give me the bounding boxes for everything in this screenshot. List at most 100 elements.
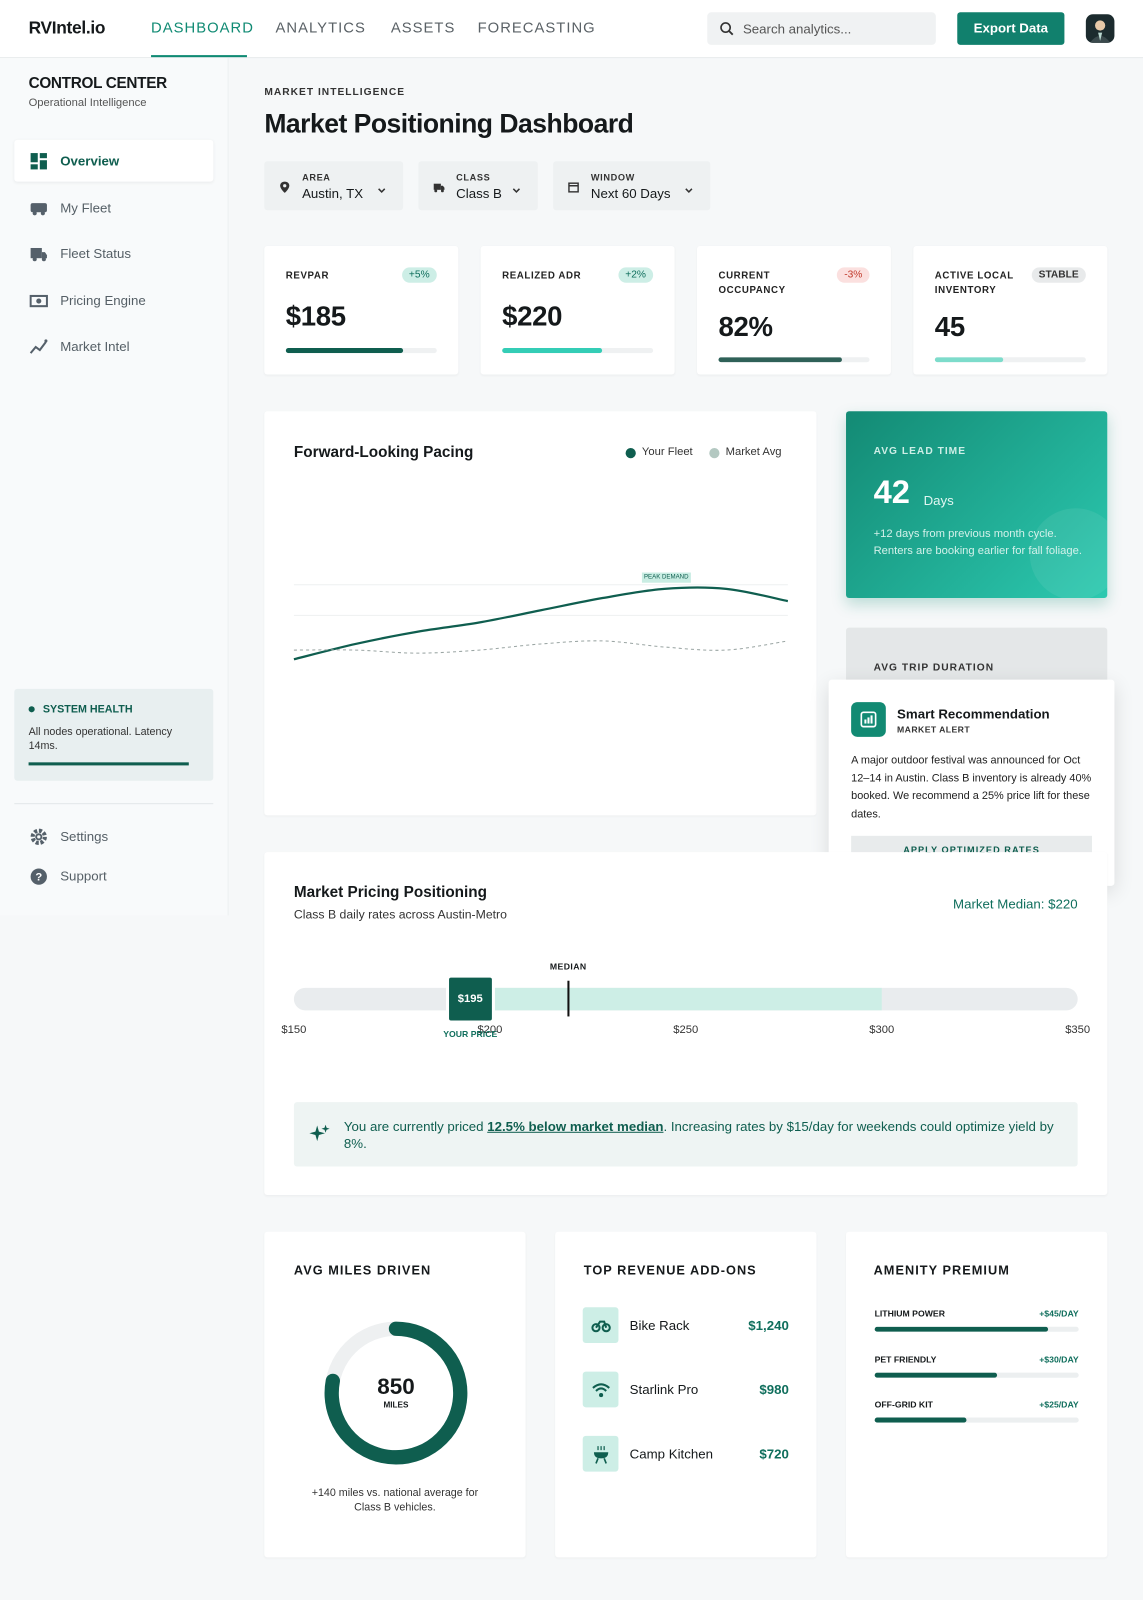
nav-tab[interactable]: ANALYTICS (275, 20, 366, 37)
export-button[interactable]: Export Data (957, 12, 1065, 45)
progress-track (934, 357, 1086, 363)
icon-part (378, 188, 386, 193)
kpi-badge: STABLE (1031, 267, 1086, 283)
sidebar-item[interactable]: Market Intel (14, 326, 213, 368)
nav-tab[interactable]: DASHBOARD (151, 20, 254, 37)
progress-fill (934, 357, 1003, 363)
sidebar-item[interactable]: My Fleet (14, 186, 213, 228)
recommendation-tag: MARKET ALERT (897, 724, 971, 735)
amenity-premium: +$30/DAY (1039, 1353, 1079, 1364)
x-tick-label: $250 (673, 1023, 699, 1036)
legend-label: Market Avg (725, 445, 782, 459)
card-title: TOP REVENUE ADD-ONS (583, 1263, 757, 1278)
addon-icon (582, 1307, 619, 1344)
icon: ? (30, 867, 48, 890)
icon-part (720, 22, 732, 33)
icon-part (601, 1323, 611, 1333)
icon (860, 711, 877, 732)
median-summary: Market Median: $220 (953, 896, 1078, 912)
icon-part (595, 1320, 608, 1329)
filter-dropdown[interactable]: CLASS Class B (418, 161, 538, 211)
progress-fill (874, 1417, 967, 1423)
progress-fill (718, 357, 843, 363)
icon (684, 182, 694, 200)
progress-fill (285, 348, 404, 354)
legend-dot (709, 448, 720, 459)
metric-label: AVG TRIP DURATION (873, 662, 995, 674)
ring-unit: MILES (383, 1400, 409, 1410)
addon-name: Camp Kitchen (629, 1446, 714, 1462)
filter-value: Class B (456, 185, 502, 202)
median-caption: MEDIAN (549, 961, 587, 972)
sidebar-item[interactable]: Pricing Engine (14, 279, 213, 321)
metric-label: AVG LEAD TIME (873, 445, 967, 458)
sidebar-footer-item[interactable]: Settings (14, 825, 213, 849)
icon (29, 338, 48, 361)
icon-part (440, 185, 445, 190)
amenity-premium: +$45/DAY (1039, 1308, 1079, 1319)
icon (309, 1124, 330, 1151)
addon-value: $980 (759, 1381, 789, 1398)
kpi-label: REVPAR (285, 270, 330, 282)
icon-part (30, 164, 38, 170)
icon-part (720, 22, 734, 36)
search-box[interactable]: Search analytics... (707, 12, 936, 45)
icon (1086, 14, 1115, 43)
kpi-card: REALIZED ADR +2% $220 (480, 245, 675, 375)
card-title: AVG MILES DRIVEN (293, 1263, 432, 1278)
kpi-card: REVPAR +5% $185 (264, 245, 459, 375)
icon (30, 198, 48, 221)
sidebar-item[interactable]: Overview (14, 139, 214, 182)
median-line (567, 980, 570, 1017)
icon-part (568, 182, 579, 193)
icon-part (433, 183, 441, 190)
progress-track (502, 348, 654, 354)
icon-part (309, 1125, 325, 1142)
icon-part (440, 189, 444, 193)
page-title: Market Positioning Dashboard (264, 108, 634, 139)
icon-part (864, 719, 867, 724)
icon (30, 828, 48, 851)
addon-name: Starlink Pro (629, 1381, 699, 1398)
health-title: SYSTEM HEALTH (42, 703, 133, 716)
nav-tab[interactable]: FORECASTING (477, 20, 596, 37)
section-subtitle: Class B daily rates across Austin-Metro (293, 907, 507, 922)
health-bar (28, 762, 189, 766)
icon-part (860, 711, 877, 728)
miles-ring (324, 1321, 468, 1465)
icon-part (595, 1458, 599, 1464)
icon (279, 180, 291, 198)
icon-part (30, 153, 47, 170)
addons-card: TOP REVENUE ADD-ONS Bike Rack $1,240 Starli… (555, 1231, 817, 1558)
filter-dropdown[interactable]: WINDOW Next 60 Days (553, 161, 711, 211)
legend-label: Your Fleet (641, 445, 693, 459)
your-price-caption: YOUR PRICE (443, 1028, 498, 1039)
legend-dot (625, 448, 636, 459)
filter-value: Austin, TX (302, 185, 364, 202)
progress-track (874, 1372, 1079, 1378)
icon-part: ? (35, 872, 42, 884)
icon-part (593, 1452, 609, 1459)
metric-unit: Days (923, 492, 954, 509)
icon-part (283, 184, 287, 188)
sidebar-footer-item[interactable]: ? Support (14, 864, 213, 888)
icon-part (512, 188, 520, 193)
icon-part (685, 188, 693, 193)
nav-tab[interactable]: ASSETS (390, 20, 456, 37)
avatar[interactable] (1085, 14, 1115, 43)
icon-part (29, 294, 48, 307)
icon-part (29, 341, 47, 354)
decor-circle (1029, 508, 1108, 599)
icon-part (1095, 20, 1106, 31)
icon-part (32, 210, 37, 215)
kpi-card: ACTIVE LOCAL INVENTORY STABLE 45 (913, 245, 1108, 375)
filter-label: AREA (302, 172, 331, 183)
kpi-value: 45 (934, 311, 965, 342)
sidebar-item-label: My Fleet (60, 199, 112, 215)
sidebar-item[interactable]: Fleet Status (14, 233, 213, 275)
icon-part (595, 1387, 607, 1392)
amenity-name: OFF-GRID KIT (874, 1399, 933, 1410)
kpi-label: CURRENT OCCUPANCY (718, 270, 786, 296)
filter-dropdown[interactable]: AREA Austin, TX (264, 161, 404, 211)
